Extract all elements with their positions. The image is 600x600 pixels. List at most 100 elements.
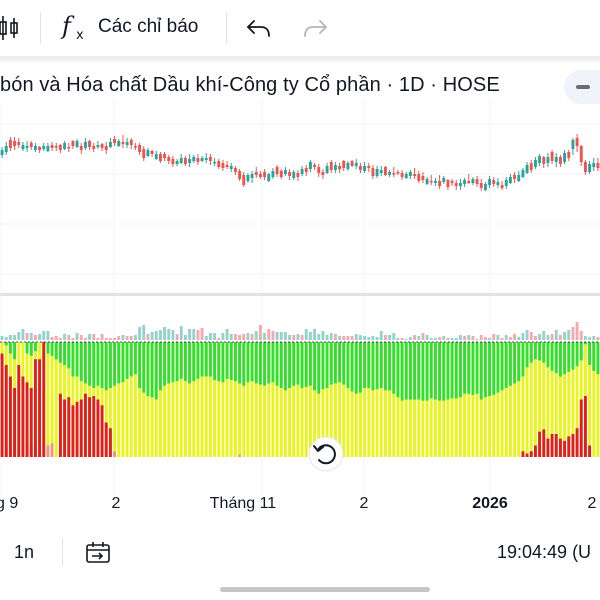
osc-yellow-bar (354, 342, 358, 457)
toolbar-shadow (0, 56, 600, 62)
volume-bar (504, 335, 508, 340)
volume-bar (163, 327, 167, 340)
osc-green-bar (496, 342, 500, 393)
volume-bar (492, 334, 496, 340)
osc-red-bar (92, 396, 96, 457)
price-candles (0, 134, 600, 191)
time-axis-label: 2 (112, 495, 121, 512)
osc-yellow-bar (317, 342, 321, 457)
reset-chart-button[interactable] (308, 436, 344, 472)
price-candle (229, 166, 233, 169)
collapse-legend-button[interactable] (564, 70, 600, 104)
osc-red-bar (529, 451, 533, 457)
osc-green-bar (250, 342, 254, 382)
osc-green-bar (350, 342, 354, 392)
osc-green-bar (363, 342, 367, 388)
osc-yellow-bar (350, 342, 354, 457)
osc-green-bar (317, 342, 321, 394)
bottom-divider (62, 538, 63, 566)
osc-green-bar (533, 342, 537, 360)
osc-yellow-bar (454, 342, 458, 457)
osc-red-bar (579, 399, 583, 457)
osc-green-bar (267, 342, 271, 384)
chart-area[interactable]: g 9 2 Tháng 11 2 2026 2 (0, 100, 600, 520)
osc-yellow-bar (525, 342, 529, 457)
osc-green-bar (221, 342, 225, 383)
osc-green-bar (121, 342, 125, 383)
price-candle (354, 163, 358, 166)
osc-green-bar (54, 342, 58, 360)
osc-green-bar (33, 342, 37, 352)
price-candle (463, 180, 467, 184)
pane-separator (0, 293, 600, 296)
volume-bar (550, 334, 554, 340)
price-candle (75, 141, 79, 147)
candles-icon[interactable] (0, 14, 22, 42)
osc-green-bar (429, 342, 433, 399)
price-candle (429, 181, 433, 183)
osc-green-bar (83, 342, 87, 384)
volume-bar (329, 333, 333, 340)
timeframe-button[interactable]: 1n (14, 542, 35, 562)
home-indicator (220, 587, 430, 592)
minus-icon (576, 85, 590, 89)
osc-green-bar (138, 342, 142, 388)
indicators-button[interactable]: Các chỉ báo (98, 16, 199, 37)
go-to-date-icon[interactable] (84, 540, 112, 564)
osc-yellow-bar (117, 342, 121, 457)
osc-green-bar (292, 342, 296, 386)
volume-bar (433, 338, 437, 340)
osc-green-bar (404, 342, 408, 400)
osc-yellow-bar (508, 342, 512, 457)
volume-bar (388, 335, 392, 340)
osc-yellow-bar (596, 342, 600, 457)
undo-icon[interactable] (246, 16, 272, 40)
price-candle (517, 175, 521, 181)
osc-yellow-bar (325, 342, 329, 457)
volume-bar (546, 335, 550, 340)
osc-yellow-bar (517, 342, 521, 457)
price-candle (42, 146, 46, 149)
volume-bar (92, 334, 96, 340)
price-candle (163, 154, 167, 158)
osc-yellow-bar (329, 342, 333, 457)
osc-yellow-bar (450, 342, 454, 457)
price-candle (179, 158, 183, 163)
osc-green-bar (400, 342, 404, 401)
volume-bar (138, 327, 142, 340)
volume-bar (267, 329, 271, 340)
osc-red-bar (583, 396, 587, 457)
osc-green-bar (508, 342, 512, 386)
volume-bar (525, 330, 529, 340)
redo-icon[interactable] (302, 16, 328, 40)
osc-yellow-bar (233, 342, 237, 457)
price-candle (504, 180, 508, 186)
osc-green-bar (425, 342, 429, 401)
osc-red-bar (33, 359, 37, 457)
price-candle (96, 145, 100, 147)
volume-bar (13, 335, 17, 340)
osc-yellow-bar (279, 342, 283, 457)
price-candle (121, 142, 125, 144)
osc-yellow-bar (463, 342, 467, 457)
osc-yellow-bar (100, 342, 104, 457)
clock-timezone[interactable]: 19:04:49 (U (497, 542, 592, 562)
price-candle (371, 168, 375, 176)
osc-yellow-bar (204, 342, 208, 457)
osc-red-bar (38, 359, 42, 457)
osc-green-bar (354, 342, 358, 394)
symbol-title[interactable]: bón và Hóa chất Dầu khí-Công ty Cổ phần … (0, 74, 500, 96)
volume-bar (421, 333, 425, 340)
osc-green-bar (100, 342, 104, 388)
osc-red-bar (42, 342, 46, 457)
volume-bar (88, 334, 92, 340)
osc-yellow-bar (588, 342, 592, 457)
osc-green-bar (463, 342, 467, 394)
osc-yellow-bar (358, 342, 362, 457)
volume-bar (458, 335, 462, 340)
volume-bar (596, 337, 600, 340)
volume-bar (288, 335, 292, 340)
osc-red-bar (108, 428, 112, 457)
